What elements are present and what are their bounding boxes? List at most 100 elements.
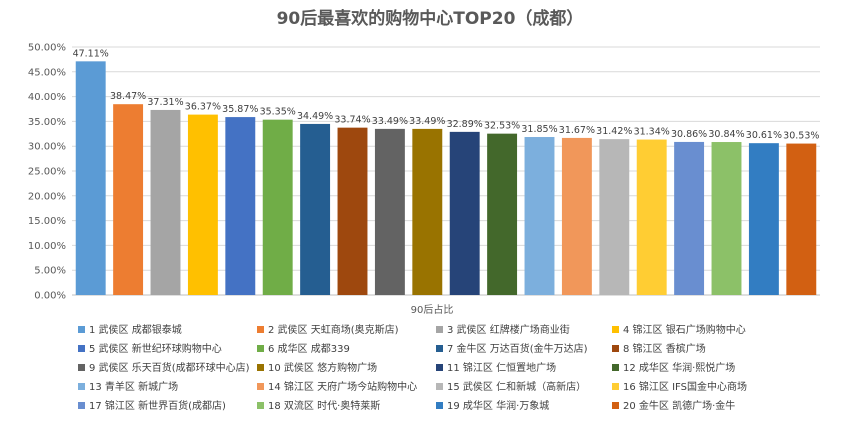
legend-swatch (612, 326, 619, 333)
legend-item: 7 金牛区 万达百货(金牛万达店) (436, 342, 588, 355)
bar (449, 131, 480, 295)
y-axis-ticks: 0.00% 5.00% 10.00% 15.00% 20.00% 25.00% 30.00%… (28, 43, 66, 302)
legend-item: 19 成华区 华润·万象城 (436, 399, 549, 412)
legend-swatch (78, 402, 85, 409)
data-label: 30.61% (746, 130, 782, 141)
bar (674, 141, 705, 295)
legend-swatch (78, 364, 85, 371)
legend-label: 9 武侯区 乐天百货(成都环球中心店) (89, 361, 250, 374)
bar (711, 142, 742, 295)
bars (75, 61, 817, 296)
data-label: 31.34% (634, 127, 670, 138)
data-label: 30.53% (783, 131, 819, 142)
data-label: 37.31% (147, 97, 183, 108)
legend-item: 9 武侯区 乐天百货(成都环球中心店) (78, 361, 250, 374)
legend-swatch (78, 383, 85, 390)
legend-label: 10 武侯区 悠方购物广场 (268, 361, 377, 374)
data-label: 31.67% (559, 125, 595, 136)
legend-swatch (436, 402, 443, 409)
bar (599, 139, 630, 295)
data-label: 32.89% (447, 119, 483, 130)
legend-label: 11 锦江区 仁恒置地广场 (447, 361, 556, 374)
y-tick-label: 0.00% (34, 291, 66, 302)
legend-item: 16 锦江区 IFS国金中心商场 (612, 380, 747, 393)
data-labels: 47.11% 38.47%37.31% 36.37% 35.87% 35.35% 34.4… (73, 48, 820, 141)
data-label: 30.86% (671, 129, 707, 140)
data-label: 31.42% (596, 126, 632, 137)
legend-label: 16 锦江区 IFS国金中心商场 (623, 380, 747, 393)
legend-label: 7 金牛区 万达百货(金牛万达店) (447, 342, 588, 355)
legend-item: 14 锦江区 天府广场今站购物中心 (257, 380, 417, 393)
bar (337, 127, 368, 295)
y-tick-label: 50.00% (28, 43, 66, 54)
legend-label: 6 成华区 成都339 (268, 342, 350, 355)
legend-swatch (257, 402, 264, 409)
legend-swatch (257, 326, 264, 333)
legend-swatch (257, 383, 264, 390)
legend-label: 13 青羊区 新城广场 (89, 380, 178, 393)
bar (374, 128, 405, 295)
y-tick-label: 45.00% (28, 67, 66, 78)
bar (187, 114, 218, 295)
legend-swatch (436, 383, 443, 390)
legend-swatch (78, 326, 85, 333)
legend-item: 12 成华区 华润·熙悦广场 (612, 361, 735, 374)
legend-item: 4 锦江区 银石广场购物中心 (612, 323, 746, 336)
legend-swatch (612, 364, 619, 371)
gridlines (72, 46, 820, 296)
bar (75, 61, 106, 296)
legend-item: 6 成华区 成都339 (257, 342, 350, 355)
legend-label: 14 锦江区 天府广场今站购物中心 (268, 380, 417, 393)
legend-label: 4 锦江区 银石广场购物中心 (623, 323, 746, 336)
legend-swatch (612, 345, 619, 352)
y-tick-label: 20.00% (28, 191, 66, 202)
y-tick-label: 5.00% (34, 266, 66, 277)
data-label: 33.49% (409, 116, 445, 127)
bar (748, 143, 779, 295)
legend-label: 5 武侯区 新世纪环球购物中心 (89, 342, 222, 355)
legend-label: 2 武侯区 天虹商场(奥克斯店) (268, 323, 399, 336)
y-tick-label: 35.00% (28, 117, 66, 128)
data-label: 35.87% (222, 104, 258, 115)
legend-item: 13 青羊区 新城广场 (78, 380, 178, 393)
legend-label: 3 武侯区 红牌楼广场商业街 (447, 323, 570, 336)
bar (487, 133, 518, 295)
legend-item: 3 武侯区 红牌楼广场商业街 (436, 323, 570, 336)
legend-swatch (257, 364, 264, 371)
bar (786, 143, 817, 295)
legend-swatch (436, 345, 443, 352)
legend-label: 8 锦江区 香槟广场 (623, 342, 706, 355)
legend-label: 19 成华区 华润·万象城 (447, 399, 549, 412)
data-label: 36.37% (185, 102, 221, 113)
legend-label: 20 金牛区 凯德广场·金牛 (623, 399, 735, 412)
legend-item: 17 锦江区 新世界百货(成都店) (78, 399, 226, 412)
data-label: 31.85% (521, 124, 557, 135)
data-label: 33.49% (372, 116, 408, 127)
legend-label: 1 武侯区 成都银泰城 (89, 323, 182, 336)
bar (225, 117, 256, 295)
bar (113, 104, 144, 295)
data-label: 35.35% (260, 107, 296, 118)
y-tick-label: 25.00% (28, 167, 66, 178)
data-label: 33.74% (334, 115, 370, 126)
y-tick-label: 15.00% (28, 216, 66, 227)
legend-item: 2 武侯区 天虹商场(奥克斯店) (257, 323, 399, 336)
data-label: 34.49% (297, 111, 333, 122)
legend-label: 18 双流区 时代·奥特莱斯 (268, 399, 380, 412)
bar (561, 137, 592, 295)
bar (636, 139, 667, 295)
data-label: 32.53% (484, 121, 520, 132)
bar (300, 123, 331, 296)
legend-swatch (612, 402, 619, 409)
legend-item: 11 锦江区 仁恒置地广场 (436, 361, 556, 374)
legend-item: 8 锦江区 香槟广场 (612, 342, 706, 355)
data-label: 38.47% (110, 91, 146, 102)
legend-label: 12 成华区 华润·熙悦广场 (623, 361, 735, 374)
y-tick-label: 40.00% (28, 92, 66, 103)
y-tick-label: 10.00% (28, 241, 66, 252)
legend-item: 10 武侯区 悠方购物广场 (257, 361, 377, 374)
legend-swatch (257, 345, 264, 352)
legend-item: 18 双流区 时代·奥特莱斯 (257, 399, 380, 412)
